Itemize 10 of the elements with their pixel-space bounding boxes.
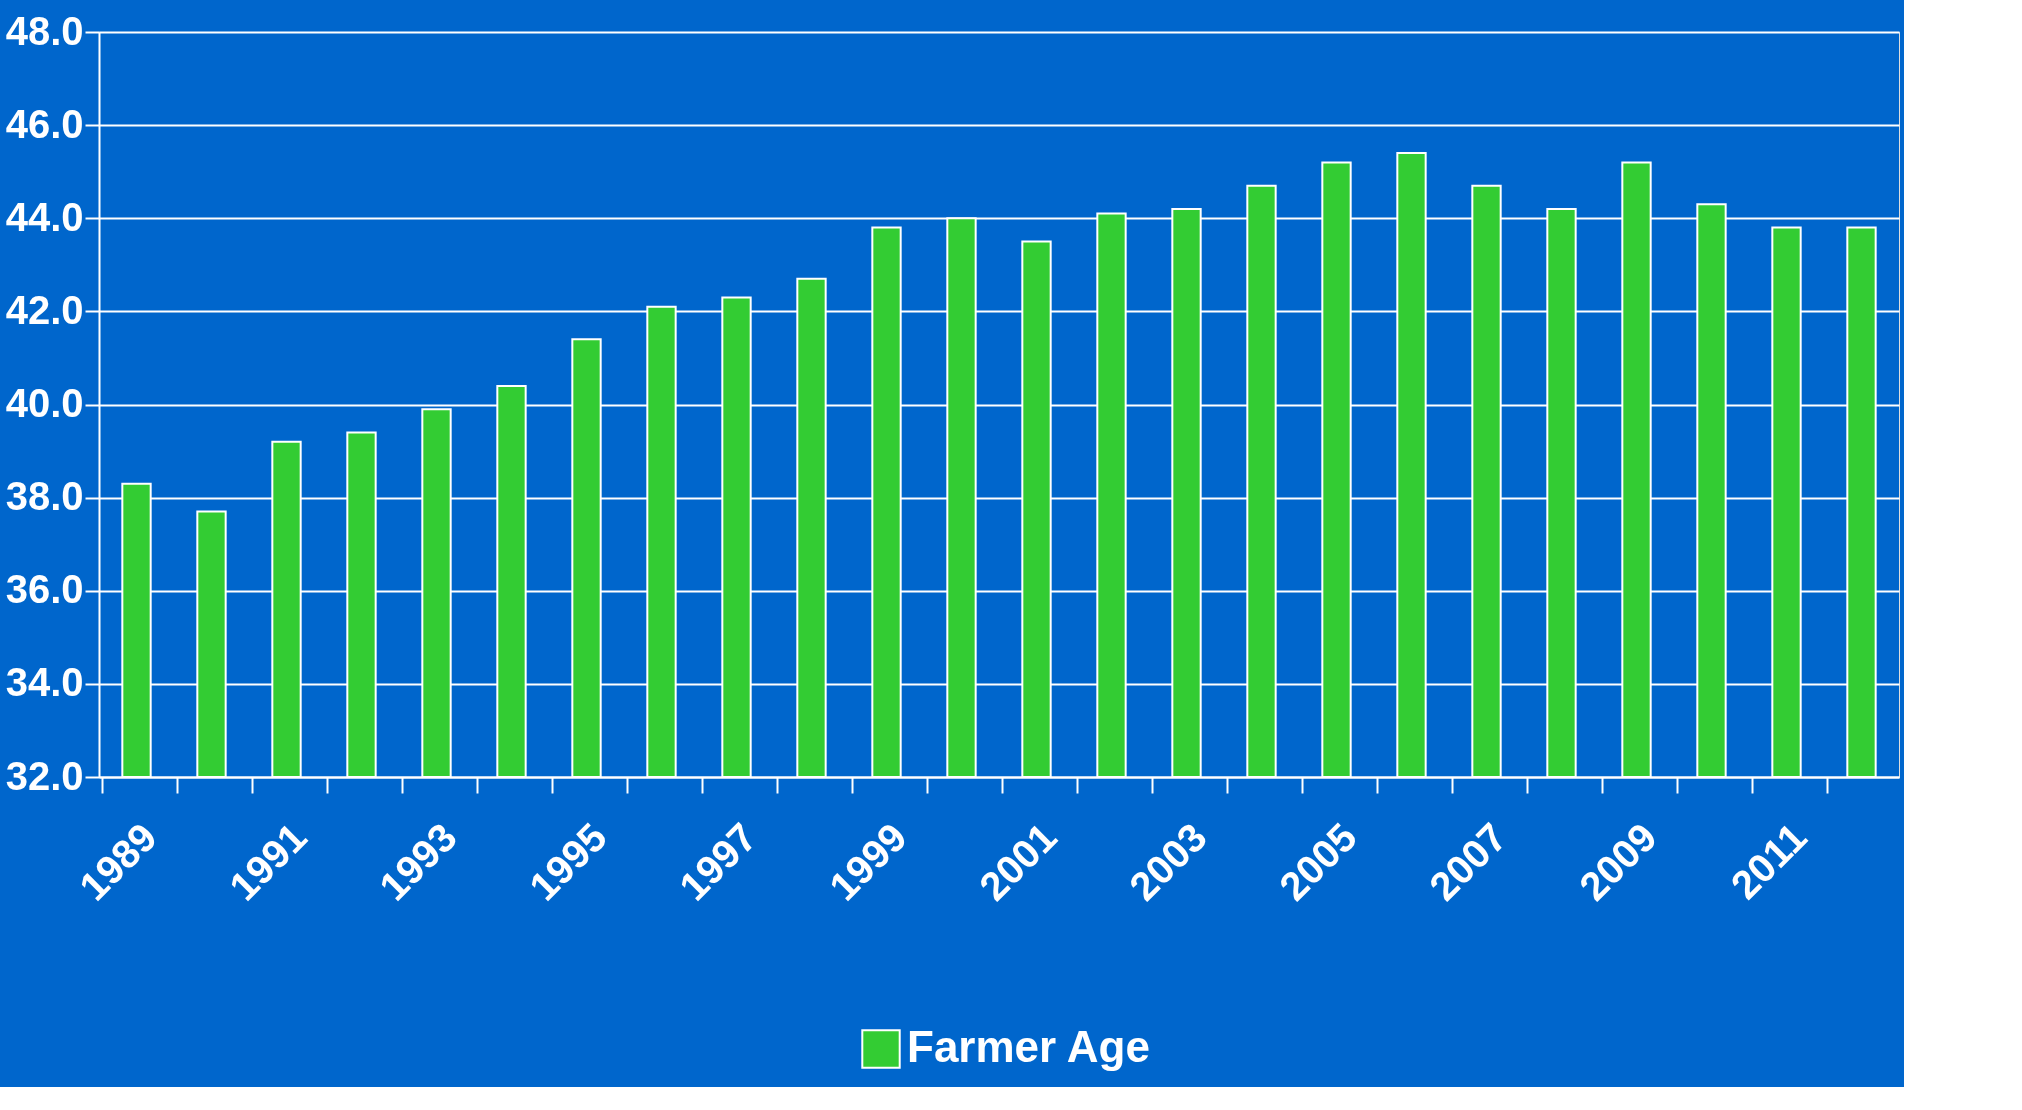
y-tick-label: 34.0: [5, 660, 84, 705]
y-tick-label: 36.0: [5, 567, 84, 612]
y-tick-label: 44.0: [5, 194, 84, 239]
y-tick-label: 48.0: [5, 8, 84, 53]
y-tick-label: 38.0: [5, 474, 84, 519]
legend-label: Farmer Age: [907, 1022, 1150, 1071]
y-tick-label: 42.0: [5, 287, 84, 332]
y-tick-label: 32.0: [5, 753, 84, 798]
y-tick-label: 46.0: [5, 101, 84, 146]
y-tick-label: 40.0: [5, 381, 84, 425]
